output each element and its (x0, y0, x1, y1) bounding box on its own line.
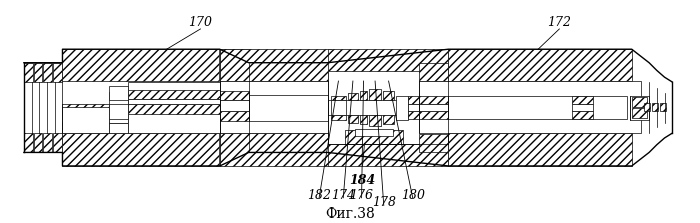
Bar (220, 49, 330, 81)
Bar (62, 122, 108, 133)
Bar (128, 99, 220, 104)
Text: 184: 184 (349, 174, 376, 187)
Bar (24, 133, 33, 153)
Text: 172: 172 (547, 16, 571, 29)
Bar (248, 95, 328, 121)
Bar (328, 49, 449, 81)
Text: 180: 180 (400, 189, 425, 202)
Bar (220, 100, 248, 111)
Bar (348, 93, 358, 100)
Bar (449, 49, 631, 81)
Bar (572, 97, 593, 104)
Bar (419, 104, 449, 111)
Bar (328, 133, 449, 166)
Bar (370, 89, 381, 100)
Bar (383, 91, 394, 100)
Bar (408, 111, 419, 119)
Bar (419, 111, 449, 119)
Bar (419, 97, 449, 104)
Bar (108, 86, 128, 100)
Bar (449, 97, 627, 119)
Bar (631, 108, 648, 118)
Bar (330, 100, 346, 115)
Bar (62, 104, 108, 119)
Bar (419, 81, 641, 133)
Bar (383, 115, 394, 124)
Bar (355, 129, 393, 136)
Text: 176: 176 (349, 189, 374, 202)
Polygon shape (419, 134, 449, 153)
Text: 170: 170 (188, 16, 212, 29)
Text: 178: 178 (372, 196, 396, 209)
Bar (360, 115, 368, 124)
Bar (220, 81, 330, 133)
Bar (43, 133, 52, 153)
Polygon shape (419, 63, 449, 81)
Bar (220, 111, 248, 121)
Bar (360, 91, 368, 100)
Bar (572, 104, 593, 111)
Bar (62, 107, 108, 133)
Text: 174: 174 (331, 189, 355, 202)
Polygon shape (220, 134, 248, 166)
Bar (62, 49, 219, 81)
Bar (345, 130, 403, 144)
Text: 182: 182 (307, 189, 331, 202)
Bar (220, 91, 248, 100)
Bar (396, 95, 408, 120)
Bar (659, 103, 666, 111)
Bar (128, 104, 220, 114)
Bar (348, 115, 358, 122)
Bar (328, 100, 449, 115)
Bar (62, 133, 219, 166)
Bar (108, 122, 128, 133)
Bar (330, 115, 346, 120)
Bar (52, 63, 62, 82)
Bar (408, 104, 419, 111)
Bar (328, 71, 449, 144)
Bar (34, 133, 42, 153)
Bar (52, 133, 62, 153)
Bar (34, 63, 42, 82)
Polygon shape (220, 49, 248, 81)
Bar (330, 95, 346, 100)
Text: Фиг.38: Фиг.38 (325, 207, 375, 221)
Bar (631, 97, 648, 107)
Bar (572, 111, 593, 119)
Bar (108, 104, 128, 119)
Bar (128, 82, 220, 133)
Bar (449, 133, 631, 166)
Bar (128, 90, 220, 99)
Bar (408, 97, 419, 104)
Bar (220, 133, 330, 166)
Bar (24, 63, 33, 82)
Bar (43, 63, 52, 82)
Bar (108, 92, 128, 122)
Bar (644, 103, 650, 111)
Bar (652, 103, 658, 111)
Bar (370, 115, 381, 126)
Bar (630, 95, 649, 120)
